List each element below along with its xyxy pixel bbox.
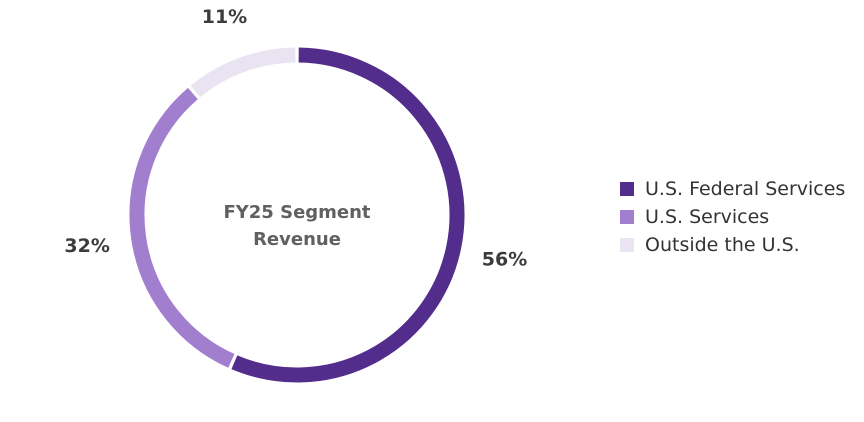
- value-label-us-services: 32%: [64, 235, 109, 257]
- legend-swatch-us-services: [620, 210, 634, 224]
- legend-label-us-services: U.S. Services: [645, 206, 770, 228]
- legend-item-us-services: U.S. Services: [620, 203, 845, 231]
- legend-label-us-federal-services: U.S. Federal Services: [645, 178, 846, 200]
- donut-slice-us-services: [129, 87, 235, 368]
- value-label-outside-the-us: 11%: [202, 6, 247, 28]
- chart-legend: U.S. Federal Services U.S. Services Outs…: [620, 175, 845, 259]
- donut-slices: [129, 47, 465, 383]
- chart-center-title-line-1: FY25 Segment: [223, 202, 370, 223]
- chart-center-title-line-2: Revenue: [253, 229, 341, 250]
- legend-item-us-federal-services: U.S. Federal Services: [620, 175, 845, 203]
- legend-swatch-us-federal-services: [620, 182, 634, 196]
- donut-slice-outside-the-us: [190, 47, 296, 98]
- donut-slice-us-federal-services: [231, 47, 465, 383]
- slice-value-labels: 56% 32% 11%: [64, 6, 527, 271]
- legend-swatch-outside-the-us: [620, 238, 634, 252]
- value-label-us-federal-services: 56%: [482, 248, 527, 270]
- legend-item-outside-the-us: Outside the U.S.: [620, 231, 845, 259]
- legend-label-outside-the-us: Outside the U.S.: [645, 234, 800, 256]
